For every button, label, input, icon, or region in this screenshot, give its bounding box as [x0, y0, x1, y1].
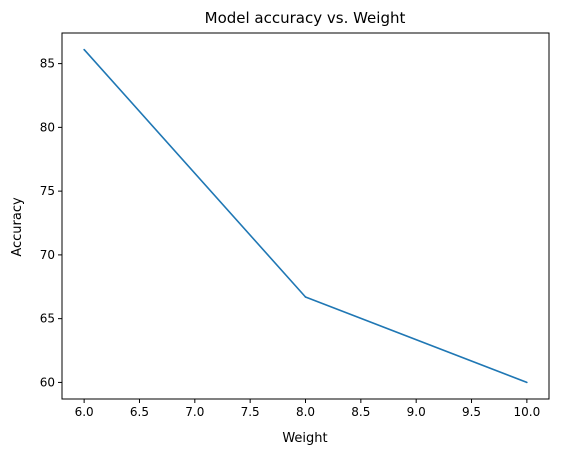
x-tick-label: 7.5	[241, 405, 260, 419]
y-tick-label: 85	[40, 57, 55, 71]
data-point	[83, 48, 85, 51]
x-tick-label: 6.0	[75, 405, 94, 419]
y-tick-label: 80	[40, 120, 55, 134]
y-tick-label: 70	[40, 248, 55, 262]
y-tick-label: 75	[40, 184, 55, 198]
x-tick-label: 6.5	[130, 405, 149, 419]
y-tick-label: 65	[40, 312, 55, 326]
chart-title: Model accuracy vs. Weight	[205, 9, 406, 27]
x-tick-label: 9.0	[407, 405, 426, 419]
x-tick-label: 9.5	[462, 405, 481, 419]
y-axis-label: Accuracy	[10, 197, 25, 257]
data-point	[526, 381, 528, 384]
plot-area: 6.0 6.5 7.0 7.5 8.0 8.5 9.0 9.5 10.0 60 65 70 75 80 85	[40, 32, 550, 419]
x-tick-label: 7.0	[185, 405, 204, 419]
x-axis-label: Weight	[282, 431, 327, 446]
y-tick-label: 60	[40, 375, 55, 389]
data-point	[304, 296, 307, 298]
x-tick-label: 8.0	[296, 405, 315, 419]
x-tick-label: 10.0	[514, 405, 541, 419]
x-tick-label: 8.5	[351, 405, 370, 419]
